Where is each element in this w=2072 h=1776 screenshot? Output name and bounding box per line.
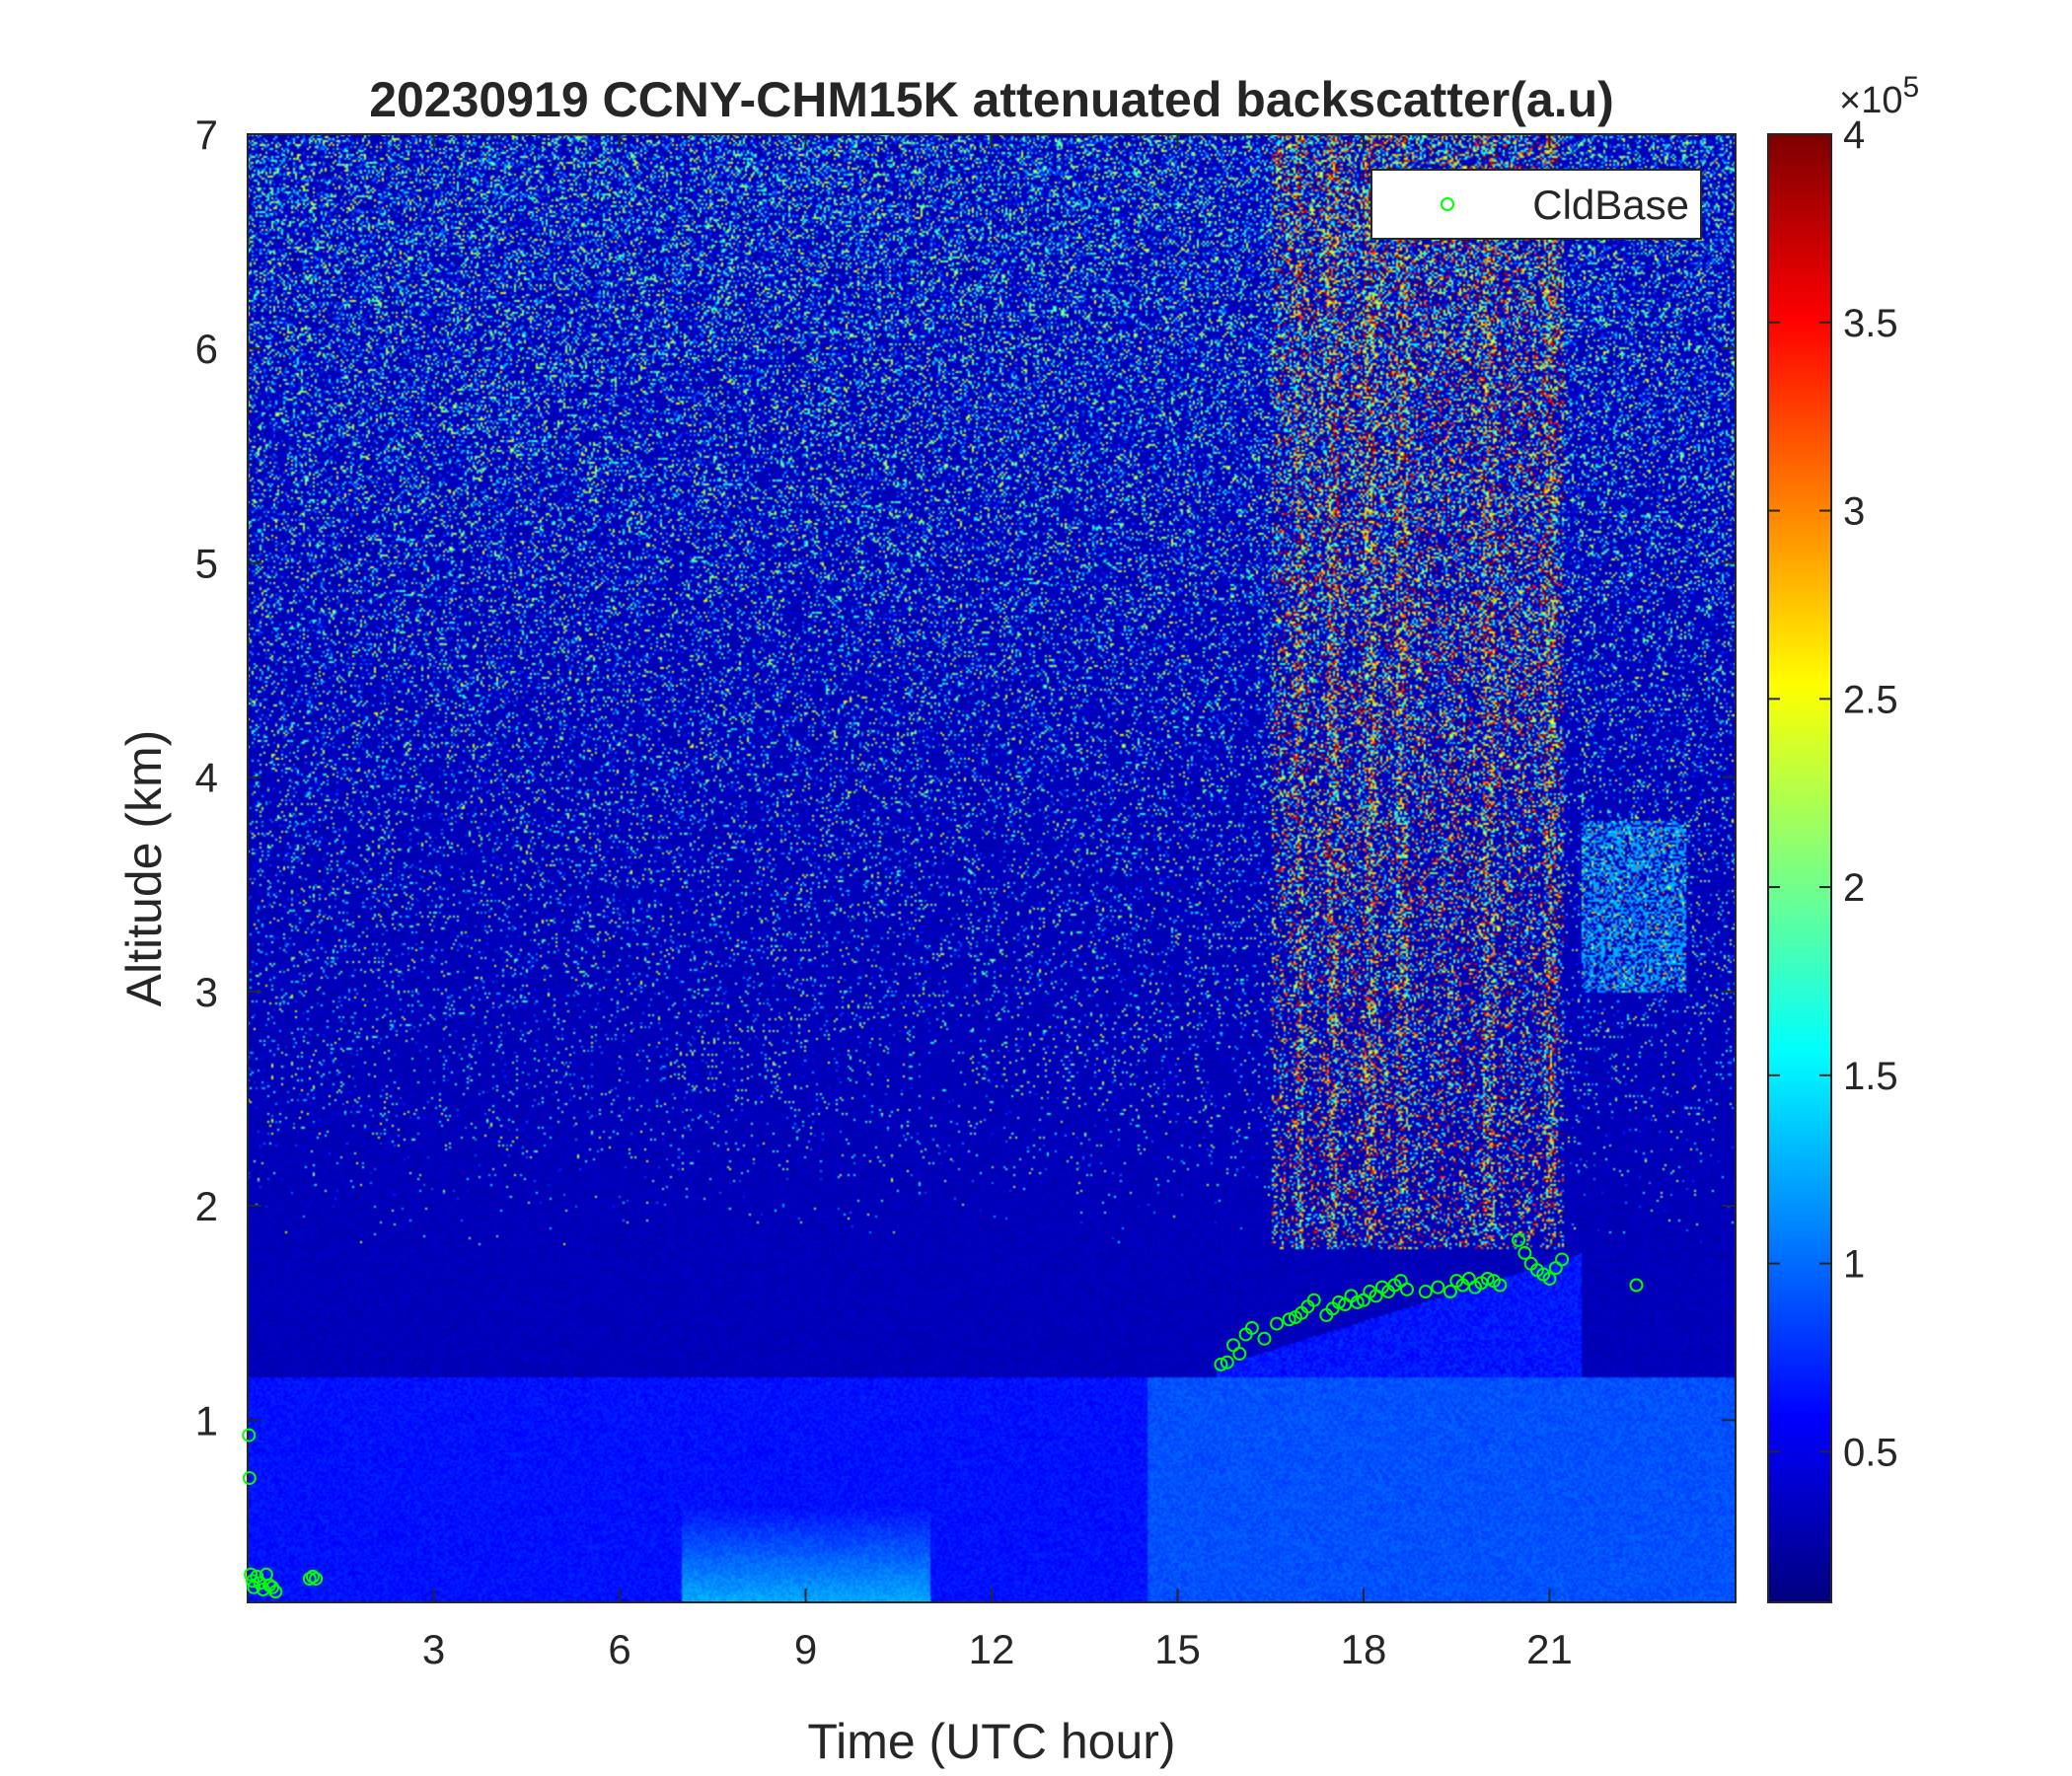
legend-marker xyxy=(1441,197,1454,211)
colorbar-exponent: ×105 xyxy=(1839,71,1919,121)
y-axis-label: Altitude (km) xyxy=(116,730,172,1007)
cloud-base-point xyxy=(242,1428,257,1443)
plot-frame xyxy=(247,133,1737,1603)
x-axis-ticks: 3 6 9 12 15 18 21 xyxy=(422,134,1573,1672)
colorbar-tick-label: 1 xyxy=(1843,1243,1865,1287)
cloud-base-point xyxy=(1306,1293,1321,1307)
legend: CldBase xyxy=(1370,169,1702,240)
x-tick-label: 3 xyxy=(422,1626,445,1672)
cloud-base-point xyxy=(1431,1280,1445,1295)
cloud-base-point xyxy=(1443,1285,1457,1299)
y-axis-ticks: 1 2 3 4 5 6 7 xyxy=(195,111,1736,1443)
y-tick-label: 3 xyxy=(195,969,218,1015)
cloud-base-point xyxy=(1493,1278,1508,1293)
cloud-base-point xyxy=(246,1574,260,1589)
cloud-base-markers xyxy=(242,1232,1644,1599)
cloud-base-point xyxy=(1418,1285,1433,1299)
cloud-base-point xyxy=(309,1572,324,1587)
cloud-base-point xyxy=(1548,1261,1563,1276)
cloud-base-point xyxy=(1555,1252,1570,1267)
cloud-base-point xyxy=(1232,1347,1247,1362)
colorbar-tick-label: 2 xyxy=(1843,866,1865,910)
y-tick-label: 5 xyxy=(195,540,218,586)
cloud-base-point xyxy=(1331,1295,1346,1309)
cloud-base-point xyxy=(1512,1232,1526,1247)
legend-entry-cldbase: CldBase xyxy=(1532,182,1689,228)
y-tick-label: 4 xyxy=(195,755,218,801)
backscatter-heatmap xyxy=(248,134,1736,1602)
y-tick-label: 1 xyxy=(195,1397,218,1443)
x-axis-label: Time (UTC hour) xyxy=(807,1714,1175,1769)
cloud-base-point xyxy=(305,1569,320,1584)
colorbar-gradient xyxy=(1768,134,1831,1602)
colorbar-tick-label: 2.5 xyxy=(1843,678,1898,721)
colorbar-tick-label: 3 xyxy=(1843,490,1865,534)
cloud-base-point xyxy=(1517,1245,1532,1260)
chart-title: 20230919 CCNY-CHM15K attenuated backscat… xyxy=(369,72,1614,127)
cloud-base-point xyxy=(1350,1295,1365,1309)
cloud-base-point xyxy=(1214,1357,1228,1371)
x-tick-label: 6 xyxy=(608,1626,630,1672)
cloud-base-point xyxy=(268,1585,283,1599)
cloud-base-point xyxy=(1226,1338,1241,1353)
colorbar-frame xyxy=(1767,133,1832,1603)
cloud-base-point xyxy=(244,1567,259,1582)
cloud-base-point xyxy=(1629,1278,1644,1293)
cloud-base-point xyxy=(1399,1282,1414,1296)
x-tick-label: 21 xyxy=(1526,1626,1573,1672)
colorbar-tick-label: 0.5 xyxy=(1843,1431,1898,1474)
cloud-base-point xyxy=(1480,1271,1495,1286)
colorbar-tick-label: 4 xyxy=(1843,113,1865,157)
cloud-base-point xyxy=(250,1569,264,1584)
y-tick-label: 7 xyxy=(195,111,218,158)
x-tick-label: 18 xyxy=(1341,1626,1387,1672)
cloud-base-point xyxy=(242,1471,257,1486)
y-tick-label: 6 xyxy=(195,326,218,372)
cloud-base-point xyxy=(302,1572,317,1587)
cloud-base-point xyxy=(1270,1316,1285,1331)
colorbar-tick-label: 1.5 xyxy=(1843,1055,1898,1098)
y-tick-label: 2 xyxy=(195,1183,218,1229)
cloud-base-point xyxy=(1282,1312,1296,1327)
cloud-base-point xyxy=(1220,1355,1234,1369)
colorbar-tick-label: 3.5 xyxy=(1843,302,1898,345)
cloud-base-point xyxy=(1542,1271,1557,1286)
x-tick-label: 9 xyxy=(794,1626,817,1672)
x-tick-label: 15 xyxy=(1154,1626,1201,1672)
cloud-base-point xyxy=(1244,1320,1259,1335)
legend-box xyxy=(1370,169,1702,240)
cloud-base-point xyxy=(1257,1331,1272,1346)
colorbar-ticks: 0.5 1 1.5 2 2.5 3 3.5 4 xyxy=(1768,113,1898,1474)
x-tick-label: 12 xyxy=(969,1626,1015,1672)
